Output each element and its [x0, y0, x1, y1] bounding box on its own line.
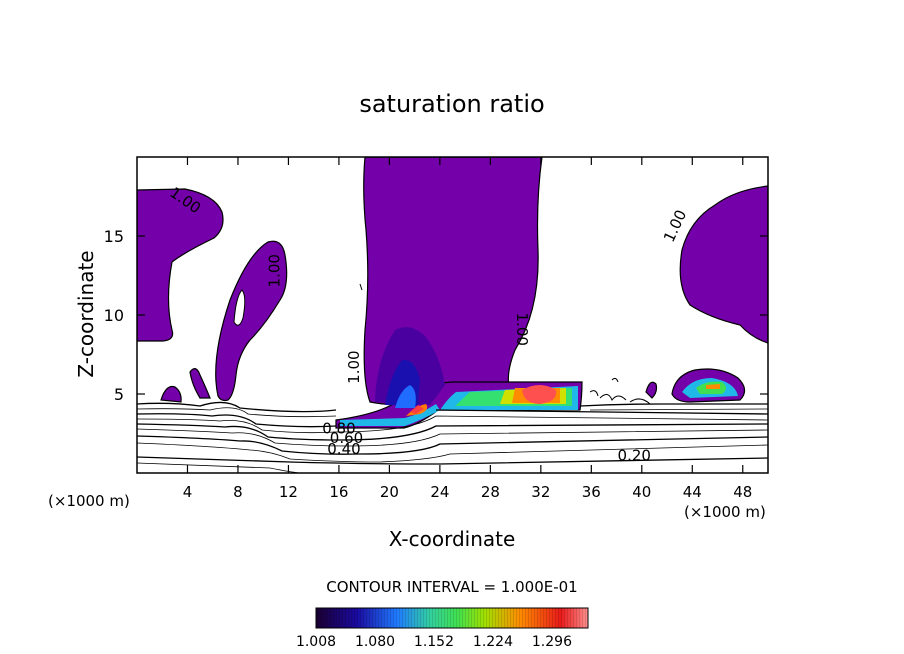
- region-small-blob-3: [645, 381, 658, 399]
- region-small-blob-2: [189, 368, 211, 399]
- colorbar-tick-label: 1.080: [355, 634, 395, 650]
- region-finger: [215, 240, 288, 402]
- x-unit-left: (×1000 m): [48, 492, 130, 510]
- x-tick-label: 8: [233, 483, 243, 501]
- x-tick-label: 40: [632, 483, 651, 501]
- anvil-red: [522, 385, 557, 404]
- region-right-block: [679, 185, 768, 344]
- region-upper-left: [137, 188, 224, 342]
- region-finger-hole: [233, 289, 246, 326]
- contour-interval-text: CONTOUR INTERVAL = 1.000E-01: [326, 578, 577, 596]
- contour-label: 0.40: [327, 440, 360, 458]
- anvil-left-cyan: [340, 404, 440, 426]
- colorbar-hatch: [316, 608, 588, 628]
- x-tick-label: 20: [380, 483, 399, 501]
- right-cloud-orange: [706, 384, 720, 389]
- chart-title: saturation ratio: [359, 90, 544, 118]
- contour-label: 1.00: [345, 350, 363, 383]
- colorbar-tick-label: 1.008: [296, 634, 336, 650]
- colorbar: [315, 607, 589, 629]
- colorbar-tick-label: 1.296: [532, 634, 572, 650]
- x-unit-right: (×1000 m): [684, 503, 766, 521]
- colorbar-tick-label: 1.152: [414, 634, 454, 650]
- plot-area: [137, 157, 768, 473]
- y-tick-label: 15: [104, 227, 124, 246]
- x-tick-label: 48: [733, 483, 752, 501]
- x-tick-label: 44: [683, 483, 702, 501]
- x-tick-label: 4: [183, 483, 193, 501]
- anvil-left-red: [410, 405, 424, 414]
- contour-label: 1.00: [266, 254, 284, 287]
- small-contour-wiggles: [359, 283, 651, 405]
- colorbar-tick-label: 1.224: [473, 634, 513, 650]
- x-tick-label: 12: [279, 483, 298, 501]
- x-axis-label: X-coordinate: [389, 527, 516, 551]
- x-tick-label: 32: [531, 483, 550, 501]
- contour-label: 0.80: [322, 420, 355, 438]
- x-tick-label: 24: [430, 483, 449, 501]
- contour-label: 0.20: [618, 446, 651, 464]
- contour-label: 0.60: [330, 429, 363, 447]
- contour-label: 1.00: [513, 313, 531, 346]
- y-axis-label: Z-coordinate: [74, 250, 98, 377]
- colorbar-frame: [315, 607, 589, 629]
- x-tick-label: 28: [481, 483, 500, 501]
- inner-blue: [395, 385, 416, 408]
- y-tick-label: 10: [104, 306, 124, 325]
- x-tick-label: 36: [582, 483, 601, 501]
- y-axis-ticks: 5 10 15: [104, 227, 768, 404]
- lower-contours: [137, 401, 768, 473]
- y-tick-label: 5: [114, 385, 124, 404]
- x-axis-ticks: 4 8 12 16 20 24 28 32 36 40 44 48: [183, 157, 752, 501]
- colorbar-labels: 1.008 1.080 1.152 1.224 1.296: [296, 634, 572, 650]
- region-small-blob-1: [160, 385, 182, 403]
- x-tick-label: 16: [329, 483, 348, 501]
